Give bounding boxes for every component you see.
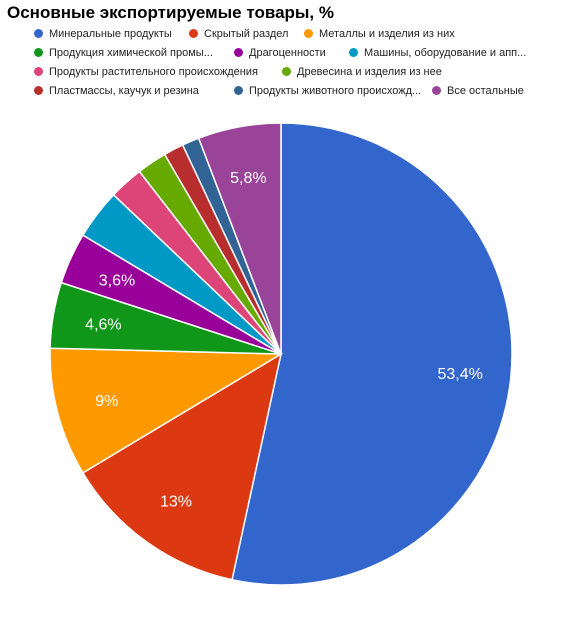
legend-swatch [189,28,198,38]
legend-swatch [349,47,358,57]
legend-swatch [234,85,243,95]
legend-label: Металлы и изделия из них [319,28,455,40]
slice-data-label: 9% [95,393,118,410]
legend-swatch [34,66,43,76]
pie-slice [81,352,283,581]
legend-item: Продукты животного происхожд... [234,82,421,100]
legend-item: Продукция химической промы... [34,44,213,62]
legend-item: Древесина и изделия из нее [282,63,442,81]
legend-item: Скрытый раздел [189,25,288,43]
legend-item: Машины, оборудование и апп... [349,44,526,62]
legend-swatch [432,85,441,95]
legend-swatch [34,47,43,57]
legend-label: Древесина и изделия из нее [297,66,442,78]
legend-item: Продукты растительного происхождения [34,63,258,81]
legend-swatch [234,47,243,57]
legend-label: Продукты животного происхожд... [249,85,422,97]
legend-label: Продукты растительного происхождения [49,66,258,78]
legend-label: Все остальные [447,85,524,97]
pie-slice [49,347,284,474]
legend-label: Машины, оборудование и апп... [364,47,527,59]
slice-data-label: 5,8% [230,170,266,187]
slice-data-label: 53,4% [437,366,482,383]
chart-title: Основные экспортируемые товары, % [7,3,334,22]
legend-item: Пластмассы, каучук и резина [34,82,199,100]
legend-swatch [282,66,291,76]
legend-item: Драгоценности [234,44,326,62]
legend-label: Продукция химической промы... [49,47,213,59]
legend-swatch [34,85,43,95]
chart-legend: Минеральные продукты Скрытый раздел Металл… [34,25,574,109]
pie-slice [197,122,282,355]
legend-item: Металлы и изделия из них [304,25,455,43]
legend-item: Минеральные продукты [34,25,172,43]
legend-swatch [304,28,313,38]
legend-item: Все остальные [432,82,524,100]
pie-slice [231,122,513,586]
legend-label: Драгоценности [249,47,326,59]
legend-swatch [34,28,43,38]
legend-label: Скрытый раздел [204,28,289,40]
legend-label: Пластмассы, каучук и резина [49,85,199,97]
slice-data-label: 13% [160,493,192,510]
slice-data-label: 4,6% [85,317,121,334]
legend-label: Минеральные продукты [49,28,172,40]
slice-data-label: 3,6% [99,272,135,289]
